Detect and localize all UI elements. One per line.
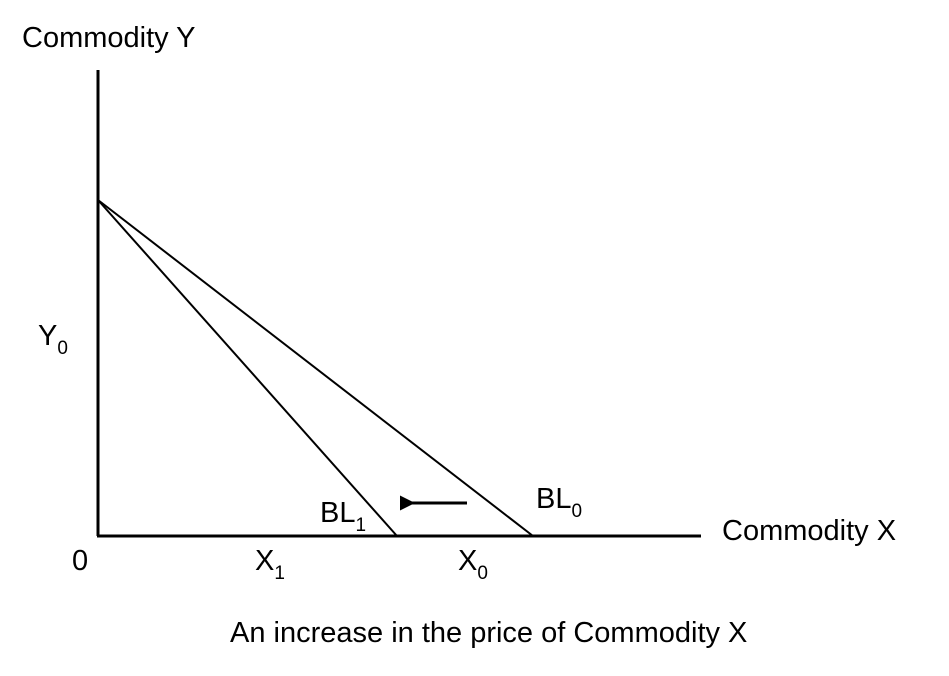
bl1-main: BL (320, 497, 355, 529)
y-axis-label: Commodity Y (22, 22, 196, 54)
x1-label: X1 (255, 545, 285, 584)
origin-label: 0 (72, 545, 88, 577)
bl0-main: BL (536, 483, 571, 515)
budget-line-1 (97, 199, 398, 537)
bl1-label: BL1 (320, 497, 366, 536)
caption: An increase in the price of Commodity X (230, 617, 747, 649)
bl0-label: BL0 (536, 483, 582, 522)
y0-label: Y0 (38, 320, 68, 359)
budget-line-0 (97, 199, 534, 537)
x0-main: X (458, 545, 477, 577)
x-axis-label: Commodity X (722, 515, 896, 547)
bl1-sub: 1 (355, 515, 366, 536)
y0-main: Y (38, 320, 57, 352)
x1-sub: 1 (274, 563, 285, 584)
y0-sub: 0 (57, 338, 68, 359)
x1-main: X (255, 545, 274, 577)
x0-label: X0 (458, 545, 488, 584)
x0-sub: 0 (477, 563, 488, 584)
bl0-sub: 0 (571, 501, 582, 522)
